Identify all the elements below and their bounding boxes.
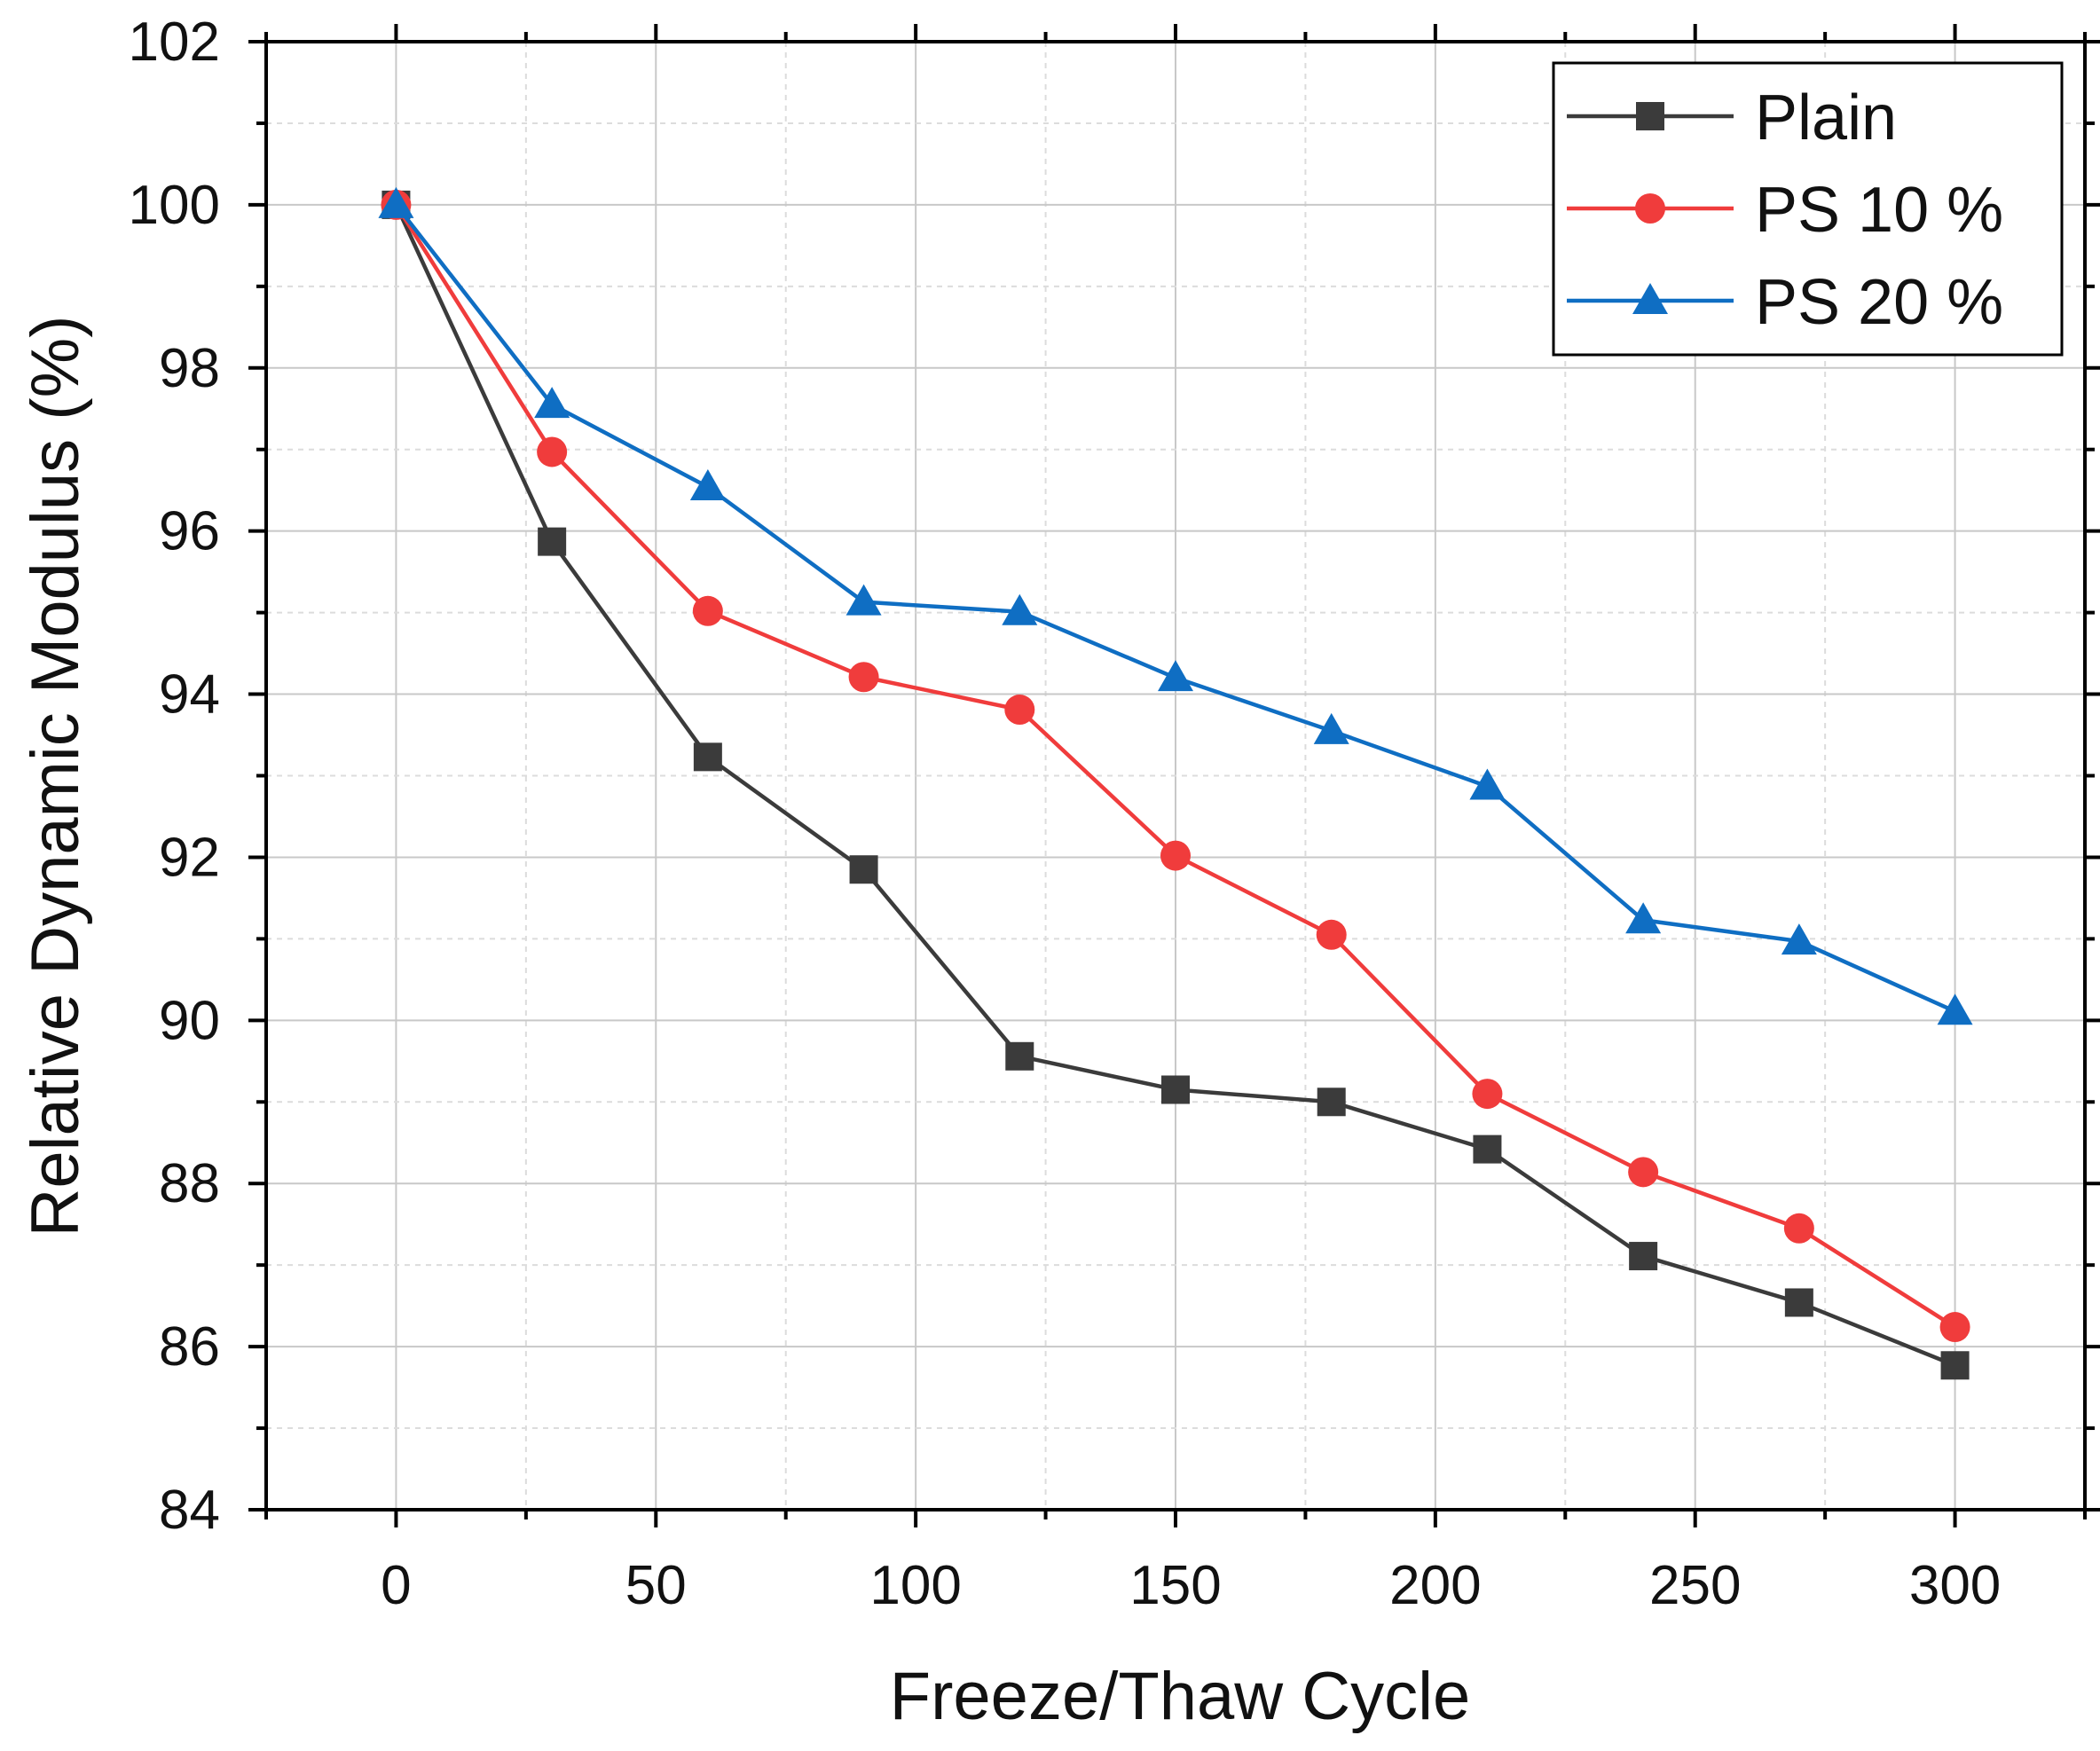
- data-point: [1937, 993, 1973, 1025]
- data-point: [693, 742, 722, 772]
- y-tick-label: 96: [159, 501, 220, 562]
- legend-label: Plain: [1755, 82, 1897, 153]
- series-ps-20-: [378, 186, 1973, 1025]
- legend-label: PS 10 %: [1755, 175, 2003, 246]
- data-point: [1317, 1088, 1346, 1117]
- data-point: [1629, 1242, 1658, 1271]
- x-tick-label: 200: [1389, 1555, 1481, 1616]
- y-axis-label: Relative Dynamic Modulus (%): [18, 316, 93, 1237]
- legend-marker: [1632, 283, 1668, 314]
- x-tick-label: 50: [625, 1555, 687, 1616]
- y-tick-label: 90: [159, 990, 220, 1051]
- data-point: [1939, 1312, 1970, 1343]
- data-point: [1783, 1213, 1814, 1244]
- y-tick-label: 84: [159, 1480, 220, 1541]
- data-point: [1161, 1075, 1190, 1104]
- data-point: [537, 436, 568, 467]
- y-tick-label: 88: [159, 1153, 220, 1214]
- x-tick-label: 0: [381, 1555, 411, 1616]
- data-point: [1316, 919, 1347, 950]
- data-point: [1940, 1351, 1970, 1380]
- x-tick-label: 250: [1649, 1555, 1741, 1616]
- data-point: [1781, 923, 1817, 955]
- series-layer: [378, 186, 1973, 1380]
- data-point: [1473, 1135, 1502, 1164]
- data-point: [378, 186, 414, 218]
- data-point: [692, 595, 723, 626]
- data-point: [1005, 1041, 1034, 1071]
- legend-marker: [1635, 193, 1665, 224]
- x-tick-label: 300: [1909, 1555, 2001, 1616]
- data-point: [1158, 660, 1193, 692]
- data-point: [1004, 695, 1035, 726]
- x-tick-label: 150: [1129, 1555, 1221, 1616]
- y-tick-label: 102: [129, 12, 220, 73]
- data-point: [1784, 1288, 1813, 1317]
- series-plain: [381, 190, 1970, 1380]
- legend-label: PS 20 %: [1755, 267, 2003, 338]
- data-point: [1160, 840, 1191, 871]
- x-tick-label: 100: [869, 1555, 961, 1616]
- data-point: [1628, 1157, 1659, 1188]
- data-point: [1469, 768, 1506, 800]
- data-point: [846, 584, 882, 616]
- data-point: [689, 469, 726, 501]
- data-point: [849, 855, 878, 884]
- y-tick-label: 94: [159, 664, 220, 726]
- y-tick-label: 100: [129, 175, 220, 236]
- y-tick-label: 98: [159, 338, 220, 399]
- data-point: [848, 662, 879, 693]
- axis-ticks: [248, 24, 2100, 1527]
- data-point: [1625, 902, 1662, 934]
- x-axis-label: Freeze/Thaw Cycle: [890, 1659, 1471, 1734]
- y-tick-label: 86: [159, 1316, 220, 1378]
- data-point: [1313, 712, 1349, 744]
- data-point: [1002, 593, 1038, 625]
- tick-labels: 0 50 100 150 200 250 300 84 86 88 90 92 94 96 98 100 102: [129, 12, 2002, 1616]
- data-point: [1472, 1079, 1503, 1110]
- data-point: [534, 387, 570, 419]
- data-point: [538, 527, 567, 556]
- legend-marker: [1636, 102, 1664, 130]
- legend: Plain PS 10 % PS 20 %: [1552, 61, 2064, 357]
- y-tick-label: 92: [159, 827, 220, 888]
